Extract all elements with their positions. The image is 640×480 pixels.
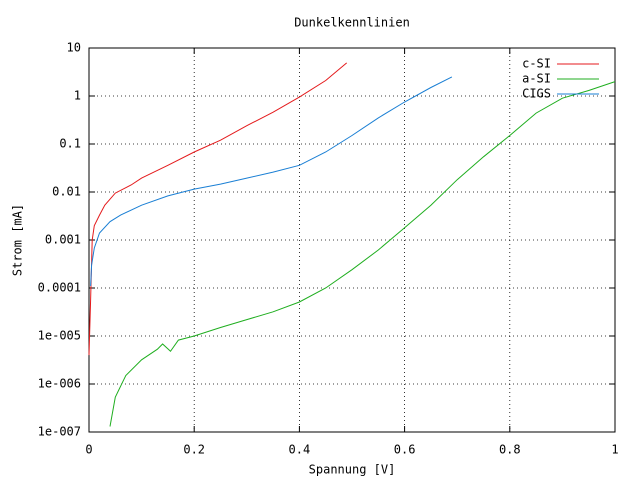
y-tick-label: 1 (74, 89, 81, 103)
x-tick-label: 1 (611, 443, 618, 457)
series-line (90, 76, 453, 287)
y-tick-label: 1e-005 (38, 329, 81, 343)
x-axis-label: Spannung [V] (309, 463, 396, 477)
x-tick-label: 0.2 (183, 443, 205, 457)
y-tick-label: 0.1 (59, 137, 81, 151)
y-tick-label: 1e-006 (38, 377, 81, 391)
x-tick-label: 0 (85, 443, 92, 457)
series-line (109, 81, 616, 427)
y-tick-label: 0.001 (45, 233, 81, 247)
series-line (88, 62, 348, 356)
chart-title: Dunkelkennlinien (294, 16, 410, 30)
x-tick-label: 0.4 (289, 443, 311, 457)
y-axis-label: Strom [mA] (11, 204, 25, 276)
plot-frame (88, 47, 616, 433)
y-tick-label: 10 (67, 41, 81, 55)
y-tick-label: 0.01 (52, 185, 81, 199)
legend-label: c-SI (522, 57, 551, 71)
x-tick-label: 0.8 (499, 443, 521, 457)
legend-label: CIGS (522, 87, 551, 101)
x-tick-label: 0.6 (394, 443, 416, 457)
y-tick-label: 0.0001 (38, 281, 81, 295)
legend-label: a-SI (522, 72, 551, 86)
y-tick-label: 1e-007 (38, 425, 81, 439)
